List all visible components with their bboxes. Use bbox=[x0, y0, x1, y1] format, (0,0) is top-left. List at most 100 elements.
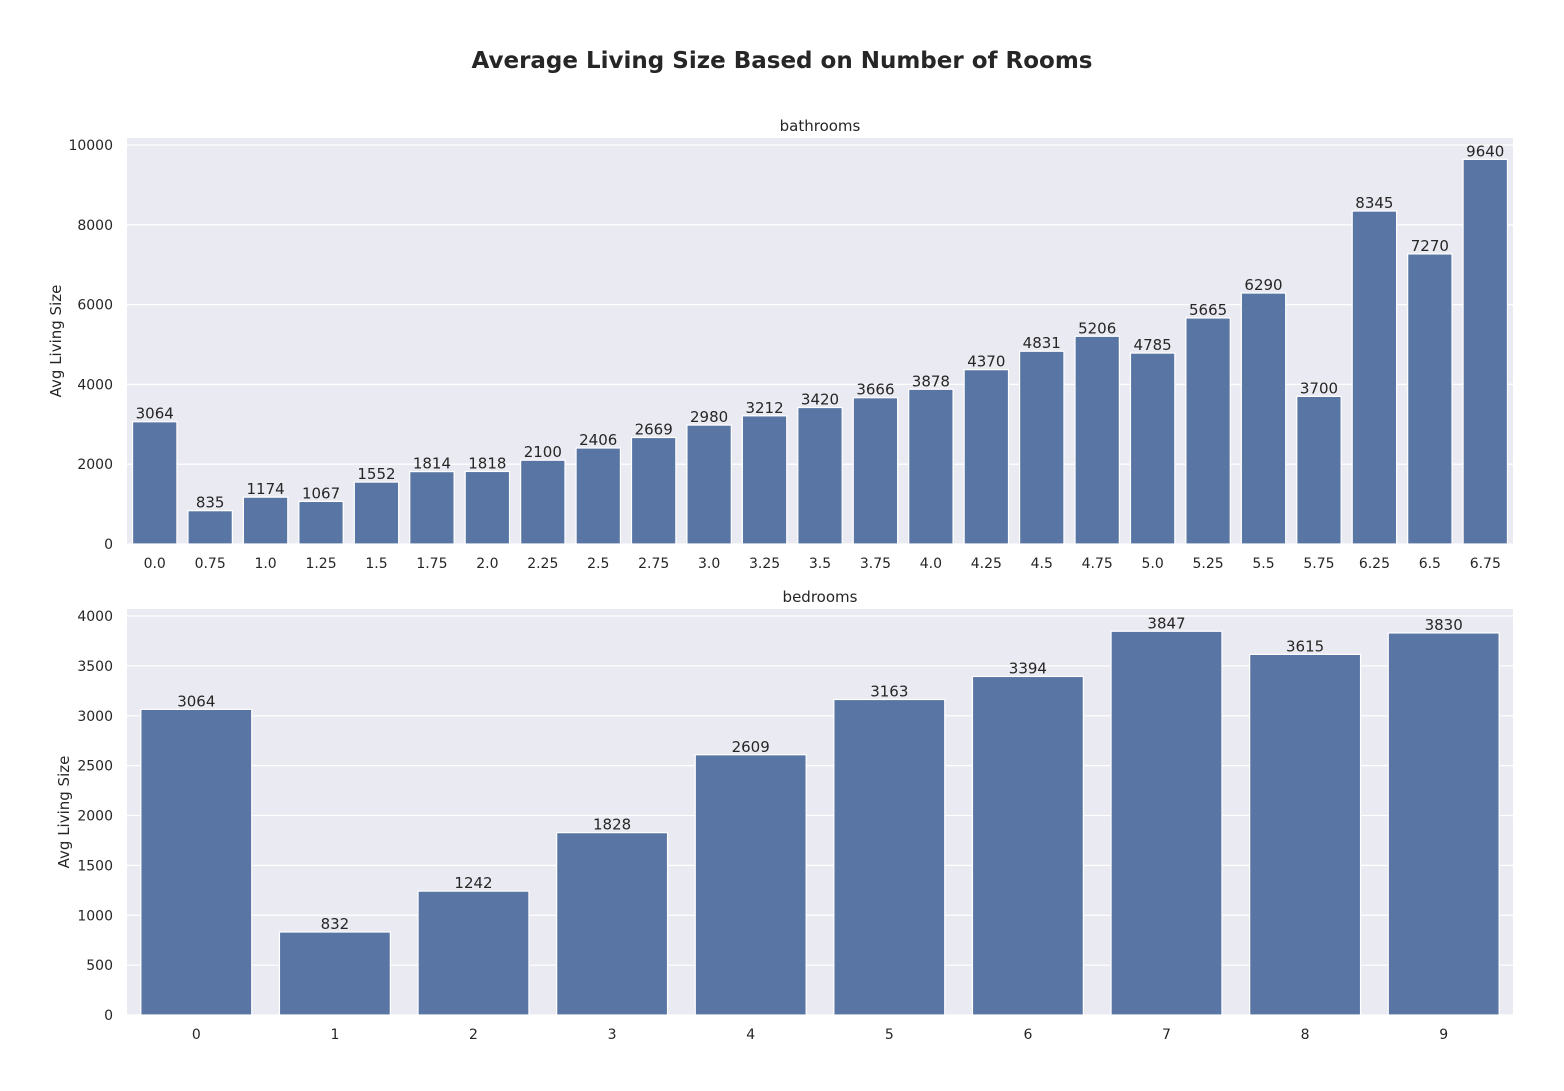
bathrooms-y-ticks: 0 2000 4000 6000 8000 10000 bbox=[68, 138, 113, 553]
bathrooms-x-tick-label: 2.75 bbox=[638, 556, 669, 572]
bathrooms-x-tick-label: 2.25 bbox=[527, 556, 558, 572]
bedrooms-bar bbox=[1110, 630, 1223, 1016]
bathrooms-x-tick-label: 0.0 bbox=[144, 556, 166, 572]
bathrooms-bar bbox=[1407, 253, 1453, 545]
bedrooms-y-axis-label: Avg Living Size bbox=[55, 756, 73, 869]
bedrooms-data-label: 3394 bbox=[1009, 659, 1047, 677]
bathrooms-data-label: 2406 bbox=[579, 431, 617, 449]
bathrooms-x-tick-label: 6.5 bbox=[1419, 556, 1441, 572]
bathrooms-bar bbox=[409, 471, 455, 545]
bedrooms-y-tick-label: 3500 bbox=[77, 659, 113, 675]
bathrooms-x-tick-label: 4.75 bbox=[1082, 556, 1113, 572]
bedrooms-bar bbox=[833, 698, 946, 1016]
bathrooms-bar bbox=[1185, 317, 1231, 545]
bathrooms-x-tick-label: 5.0 bbox=[1142, 556, 1164, 572]
bathrooms-bar bbox=[187, 510, 233, 545]
bedrooms-x-tick-label: 8 bbox=[1301, 1027, 1310, 1043]
bathrooms-data-label: 1818 bbox=[468, 454, 506, 472]
bathrooms-bar bbox=[1074, 335, 1120, 545]
bathrooms-x-tick-label: 6.75 bbox=[1470, 556, 1501, 572]
bathrooms-data-label: 9640 bbox=[1466, 142, 1504, 160]
bedrooms-bar bbox=[140, 708, 253, 1016]
bedrooms-x-tick-label: 2 bbox=[469, 1027, 478, 1043]
bathrooms-x-tick-label: 4.5 bbox=[1031, 556, 1053, 572]
bedrooms-bar bbox=[1387, 632, 1500, 1016]
bathrooms-x-tick-label: 1.25 bbox=[305, 556, 336, 572]
bathrooms-data-label: 7270 bbox=[1411, 237, 1449, 255]
bedrooms-x-tick-label: 6 bbox=[1023, 1027, 1032, 1043]
bathrooms-bar bbox=[741, 415, 788, 545]
figure-title: Average Living Size Based on Number of R… bbox=[472, 48, 1093, 74]
bathrooms-bar bbox=[1018, 350, 1065, 545]
bathrooms-bar bbox=[908, 388, 954, 545]
bedrooms-bars bbox=[140, 630, 1500, 1016]
bedrooms-x-ticks: 0 1 2 3 4 5 6 7 8 9 bbox=[192, 1027, 1448, 1043]
bedrooms-bar bbox=[417, 890, 530, 1016]
bathrooms-x-tick-label: 6.25 bbox=[1359, 556, 1390, 572]
bedrooms-bar bbox=[971, 675, 1084, 1016]
bathrooms-bar bbox=[1351, 210, 1398, 545]
bathrooms-data-label: 835 bbox=[196, 494, 225, 512]
bathrooms-y-tick-label: 0 bbox=[104, 537, 113, 553]
bedrooms-y-tick-label: 0 bbox=[104, 1008, 113, 1024]
bedrooms-data-label: 3163 bbox=[870, 682, 908, 700]
bathrooms-data-label: 3666 bbox=[856, 381, 894, 399]
bedrooms-y-tick-label: 4000 bbox=[77, 609, 113, 625]
bathrooms-bar bbox=[963, 369, 1010, 545]
bathrooms-x-tick-label: 1.75 bbox=[416, 556, 447, 572]
bathrooms-data-label: 2669 bbox=[635, 421, 673, 439]
bedrooms-data-label: 3064 bbox=[177, 692, 215, 710]
bathrooms-subplot-title: bathrooms bbox=[780, 117, 861, 135]
bedrooms-bar bbox=[694, 754, 807, 1016]
bathrooms-bar bbox=[575, 447, 622, 545]
bathrooms-y-tick-label: 10000 bbox=[68, 138, 113, 154]
bedrooms-y-tick-label: 3000 bbox=[77, 709, 113, 725]
bedrooms-bar bbox=[1249, 653, 1362, 1016]
bedrooms-y-tick-label: 2000 bbox=[77, 809, 113, 825]
bedrooms-x-tick-label: 3 bbox=[608, 1027, 617, 1043]
bedrooms-x-tick-label: 0 bbox=[192, 1027, 201, 1043]
bedrooms-data-label: 3847 bbox=[1147, 614, 1185, 632]
bathrooms-data-label: 1067 bbox=[302, 484, 340, 502]
bathrooms-data-label: 5206 bbox=[1078, 319, 1116, 337]
bedrooms-x-tick-label: 1 bbox=[330, 1027, 339, 1043]
bathrooms-data-label: 5665 bbox=[1189, 301, 1227, 319]
bathrooms-bar bbox=[1296, 395, 1342, 545]
bedrooms-subplot-title: bedrooms bbox=[783, 588, 858, 606]
bathrooms-x-tick-label: 2.5 bbox=[587, 556, 609, 572]
bathrooms-x-tick-label: 3.25 bbox=[749, 556, 780, 572]
bathrooms-y-tick-label: 6000 bbox=[77, 298, 113, 314]
bathrooms-x-tick-label: 4.0 bbox=[920, 556, 942, 572]
bedrooms-data-label: 3830 bbox=[1425, 616, 1463, 634]
bathrooms-data-label: 2980 bbox=[690, 408, 728, 426]
bathrooms-y-tick-label: 8000 bbox=[77, 218, 113, 234]
bathrooms-x-tick-label: 1.5 bbox=[365, 556, 387, 572]
bedrooms-x-tick-label: 9 bbox=[1439, 1027, 1448, 1043]
bedrooms-y-tick-label: 2500 bbox=[77, 759, 113, 775]
bathrooms-x-ticks: 0.0 0.75 1.0 1.25 1.5 1.75 2.0 2.25 2.5 2.75 3.0 3.… bbox=[144, 556, 1501, 572]
bedrooms-bar bbox=[278, 931, 391, 1016]
bathrooms-x-tick-label: 5.5 bbox=[1252, 556, 1274, 572]
bathrooms-bar bbox=[852, 397, 899, 545]
bathrooms-bar bbox=[131, 421, 178, 545]
bathrooms-data-label: 4831 bbox=[1023, 334, 1061, 352]
bedrooms-data-label: 3615 bbox=[1286, 637, 1324, 655]
bedrooms-y-tick-label: 500 bbox=[86, 958, 113, 974]
bathrooms-x-tick-label: 3.0 bbox=[698, 556, 720, 572]
bathrooms-bar bbox=[797, 406, 843, 545]
bathrooms-x-tick-label: 0.75 bbox=[195, 556, 226, 572]
bathrooms-bar bbox=[298, 500, 344, 545]
bathrooms-data-label: 8345 bbox=[1355, 194, 1393, 212]
bedrooms-data-label: 1242 bbox=[454, 874, 492, 892]
bathrooms-y-axis-label: Avg Living Size bbox=[47, 285, 65, 398]
bedrooms-data-label: 832 bbox=[321, 915, 350, 933]
bathrooms-data-label: 4370 bbox=[967, 353, 1005, 371]
bathrooms-data-label: 3700 bbox=[1300, 379, 1338, 397]
bedrooms-bar bbox=[556, 832, 669, 1016]
bathrooms-data-label: 3064 bbox=[136, 405, 174, 423]
bathrooms-data-label: 1174 bbox=[247, 480, 285, 498]
bathrooms-data-label: 1552 bbox=[357, 465, 395, 483]
bathrooms-x-tick-label: 3.75 bbox=[860, 556, 891, 572]
bedrooms-data-label: 2609 bbox=[732, 738, 770, 756]
bathrooms-x-tick-label: 3.5 bbox=[809, 556, 831, 572]
